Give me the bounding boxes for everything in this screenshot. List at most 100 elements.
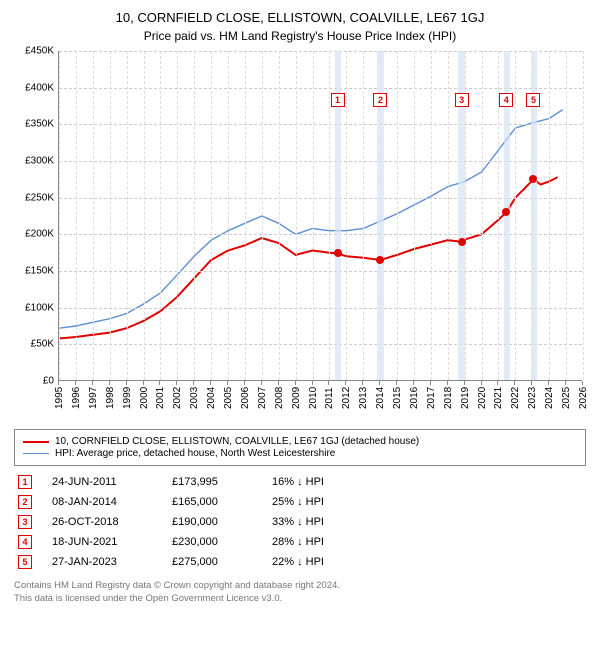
- x-tick-mark: [210, 381, 211, 385]
- x-tick-mark: [413, 381, 414, 385]
- x-tick-mark: [497, 381, 498, 385]
- gridline-v: [160, 51, 161, 380]
- gridline-v: [279, 51, 280, 380]
- y-tick-label: £50K: [31, 339, 54, 350]
- transaction-date: 24-JUN-2011: [52, 476, 152, 488]
- gridline-v: [59, 51, 60, 380]
- x-tick-mark: [582, 381, 583, 385]
- transaction-row: 527-JAN-2023£275,00022% ↓ HPI: [14, 552, 586, 572]
- x-tick-mark: [430, 381, 431, 385]
- gridline-v: [448, 51, 449, 380]
- transaction-number: 1: [18, 475, 32, 489]
- transaction-price: £173,995: [172, 476, 252, 488]
- y-tick-label: £400K: [25, 82, 54, 93]
- x-tick-label: 2016: [409, 387, 420, 409]
- x-tick-label: 2018: [443, 387, 454, 409]
- legend-item: 10, CORNFIELD CLOSE, ELLISTOWN, COALVILL…: [23, 436, 577, 447]
- gridline-v: [127, 51, 128, 380]
- x-tick-label: 1997: [88, 387, 99, 409]
- transaction-dot: [502, 208, 510, 216]
- legend: 10, CORNFIELD CLOSE, ELLISTOWN, COALVILL…: [14, 429, 586, 466]
- gridline-v: [397, 51, 398, 380]
- x-tick-mark: [464, 381, 465, 385]
- gridline-v: [431, 51, 432, 380]
- x-tick-label: 2000: [139, 387, 150, 409]
- gridline-v: [110, 51, 111, 380]
- y-tick-label: £100K: [25, 302, 54, 313]
- x-tick-mark: [295, 381, 296, 385]
- plot-region: 12345: [58, 51, 582, 381]
- x-tick-label: 2005: [223, 387, 234, 409]
- transaction-diff: 25% ↓ HPI: [272, 496, 372, 508]
- y-tick-label: £150K: [25, 266, 54, 277]
- x-tick-label: 1998: [105, 387, 116, 409]
- y-tick-label: £250K: [25, 192, 54, 203]
- transactions-table: 124-JUN-2011£173,99516% ↓ HPI208-JAN-201…: [14, 472, 586, 572]
- gridline-v: [177, 51, 178, 380]
- gridline-v: [566, 51, 567, 380]
- transaction-dot: [529, 175, 537, 183]
- legend-swatch: [23, 453, 49, 454]
- x-tick-mark: [481, 381, 482, 385]
- x-tick-mark: [362, 381, 363, 385]
- x-tick-label: 2013: [358, 387, 369, 409]
- transaction-diff: 22% ↓ HPI: [272, 556, 372, 568]
- x-tick-mark: [109, 381, 110, 385]
- marker-box: 3: [455, 93, 469, 107]
- x-tick-label: 2009: [291, 387, 302, 409]
- transaction-number: 4: [18, 535, 32, 549]
- marker-box: 5: [526, 93, 540, 107]
- x-tick-label: 2021: [493, 387, 504, 409]
- transaction-row: 208-JAN-2014£165,00025% ↓ HPI: [14, 492, 586, 512]
- gridline-v: [76, 51, 77, 380]
- x-tick-mark: [328, 381, 329, 385]
- gridline-v: [296, 51, 297, 380]
- y-tick-label: £450K: [25, 46, 54, 57]
- transaction-row: 124-JUN-2011£173,99516% ↓ HPI: [14, 472, 586, 492]
- gridline-v: [363, 51, 364, 380]
- x-tick-mark: [565, 381, 566, 385]
- x-tick-mark: [92, 381, 93, 385]
- gridline-v: [93, 51, 94, 380]
- x-tick-mark: [447, 381, 448, 385]
- y-axis: £0£50K£100K£150K£200K£250K£300K£350K£400…: [14, 51, 58, 381]
- x-tick-label: 2020: [477, 387, 488, 409]
- footer: Contains HM Land Registry data © Crown c…: [14, 580, 586, 606]
- transaction-diff: 33% ↓ HPI: [272, 516, 372, 528]
- x-tick-label: 2003: [189, 387, 200, 409]
- footer-line: Contains HM Land Registry data © Crown c…: [14, 580, 586, 593]
- transaction-price: £165,000: [172, 496, 252, 508]
- x-tick-label: 2026: [578, 387, 589, 409]
- x-tick-label: 2012: [341, 387, 352, 409]
- x-tick-mark: [396, 381, 397, 385]
- marker-box: 1: [331, 93, 345, 107]
- transaction-dot: [376, 256, 384, 264]
- transaction-diff: 28% ↓ HPI: [272, 536, 372, 548]
- x-tick-label: 2002: [172, 387, 183, 409]
- x-tick-label: 2019: [460, 387, 471, 409]
- transaction-price: £230,000: [172, 536, 252, 548]
- x-tick-label: 1995: [54, 387, 65, 409]
- gridline-v: [583, 51, 584, 380]
- x-tick-label: 2011: [324, 387, 335, 409]
- x-tick-mark: [143, 381, 144, 385]
- chart-title: 10, CORNFIELD CLOSE, ELLISTOWN, COALVILL…: [14, 10, 586, 25]
- x-tick-label: 2025: [561, 387, 572, 409]
- x-tick-label: 2014: [375, 387, 386, 409]
- y-tick-label: £300K: [25, 156, 54, 167]
- gridline-v: [262, 51, 263, 380]
- transaction-price: £190,000: [172, 516, 252, 528]
- transaction-row: 326-OCT-2018£190,00033% ↓ HPI: [14, 512, 586, 532]
- gridline-v: [194, 51, 195, 380]
- gridline-v: [144, 51, 145, 380]
- gridline-v: [228, 51, 229, 380]
- x-tick-label: 2006: [240, 387, 251, 409]
- marker-box: 2: [373, 93, 387, 107]
- x-tick-label: 2008: [274, 387, 285, 409]
- legend-label: HPI: Average price, detached house, Nort…: [55, 448, 335, 459]
- x-tick-mark: [514, 381, 515, 385]
- x-tick-mark: [176, 381, 177, 385]
- transaction-number: 5: [18, 555, 32, 569]
- price-line: [59, 177, 558, 338]
- transaction-date: 27-JAN-2023: [52, 556, 152, 568]
